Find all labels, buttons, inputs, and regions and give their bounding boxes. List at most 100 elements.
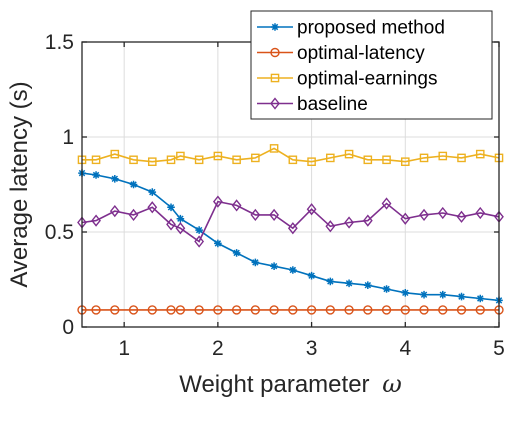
data-point-optimal-latency <box>194 305 204 315</box>
y-tick-label: 0 <box>62 316 74 339</box>
data-point-optimal-latency <box>475 305 485 315</box>
data-point-optimal-earnings <box>110 149 120 159</box>
x-axis-label-text: Weight parameter <box>179 371 369 398</box>
data-point-proposed-method <box>129 180 138 189</box>
x-tick-label: 4 <box>399 337 411 360</box>
legend-marker-optimal-earnings <box>270 73 280 83</box>
data-point-optimal-latency <box>381 305 392 315</box>
data-point-proposed-method <box>270 262 278 270</box>
data-point-proposed-method <box>326 277 335 286</box>
data-point-baseline <box>381 197 392 210</box>
data-point-proposed-method <box>420 290 428 299</box>
data-point-optimal-earnings <box>307 157 316 167</box>
data-point-baseline <box>287 222 298 235</box>
data-point-baseline <box>109 204 120 218</box>
data-point-optimal-earnings <box>213 151 223 161</box>
legend-marker-optimal-latency <box>270 47 280 58</box>
data-point-optimal-earnings <box>129 155 138 165</box>
data-point-optimal-latency <box>325 305 336 315</box>
data-point-optimal-latency <box>166 305 176 315</box>
data-point-baseline <box>166 218 176 231</box>
ticks: 1 2 3 4 5 0 0.5 1 1.5 <box>45 31 505 360</box>
data-point-proposed-method <box>148 188 157 196</box>
data-point-baseline <box>269 208 279 222</box>
data-point-baseline <box>400 212 411 225</box>
data-point-proposed-method <box>110 175 119 183</box>
data-point-optimal-latency <box>110 305 120 315</box>
data-point-baseline <box>475 206 486 220</box>
data-point-proposed-method <box>232 249 241 257</box>
data-point-optimal-latency <box>400 305 410 315</box>
x-tick-label: 3 <box>306 337 318 360</box>
data-point-baseline <box>91 214 101 227</box>
data-point-proposed-method <box>195 226 203 234</box>
data-point-optimal-latency <box>456 305 467 315</box>
legend-box <box>250 10 493 120</box>
data-point-proposed-method <box>289 266 297 274</box>
data-point-baseline <box>250 208 261 222</box>
data-point-baseline <box>194 235 205 248</box>
data-point-optimal-earnings <box>400 157 410 167</box>
data-point-proposed-method <box>345 279 353 288</box>
legend: proposed method optimal-latency optimal-ea… <box>250 10 493 120</box>
data-point-optimal-earnings <box>269 144 279 153</box>
data-point-baseline <box>306 203 317 216</box>
data-point-optimal-earnings <box>194 155 204 165</box>
series-proposed-method <box>78 169 503 305</box>
series-line-baseline <box>81 200 500 243</box>
data-point-proposed-method <box>438 290 447 299</box>
legend-item-optimal-latency: optimal-latency <box>257 43 425 64</box>
data-point-optimal-earnings <box>344 149 354 159</box>
data-point-optimal-earnings <box>326 153 335 163</box>
legend-label-optimal-earnings: optimal-earnings <box>297 69 437 90</box>
series-optimal-earnings <box>77 144 504 167</box>
data-point-baseline <box>212 195 223 208</box>
data-point-optimal-earnings <box>232 155 241 165</box>
data-point-proposed-method <box>457 292 466 301</box>
series-baseline <box>77 195 504 248</box>
data-point-optimal-latency <box>344 305 354 315</box>
data-point-optimal-latency <box>128 305 139 315</box>
series-layer <box>77 144 504 315</box>
legend-item-proposed-method: proposed method <box>257 18 445 39</box>
data-point-optimal-earnings <box>382 155 391 165</box>
series-line-proposed-method <box>81 172 500 302</box>
x-tick-label: 5 <box>493 337 505 360</box>
data-point-optimal-latency <box>231 305 242 315</box>
data-point-optimal-latency <box>175 305 186 315</box>
data-point-baseline <box>362 214 373 227</box>
data-point-baseline <box>437 206 448 220</box>
y-tick-label: 1 <box>62 126 74 149</box>
data-point-baseline <box>456 210 467 223</box>
data-point-optimal-earnings <box>419 153 429 163</box>
series-line-optimal-earnings <box>82 147 500 163</box>
data-point-optimal-earnings <box>457 153 466 163</box>
legend-item-optimal-earnings: optimal-earnings <box>257 69 437 90</box>
data-point-optimal-latency <box>147 305 157 315</box>
data-point-optimal-earnings <box>288 155 298 165</box>
y-tick-label: 1.5 <box>45 31 74 54</box>
data-point-proposed-method <box>307 271 316 280</box>
data-point-baseline <box>175 222 186 235</box>
y-axis-label: Average latency (s) <box>6 81 33 287</box>
data-point-baseline <box>128 208 139 222</box>
data-point-optimal-earnings <box>438 151 448 161</box>
y-tick-label: 0.5 <box>45 221 74 244</box>
data-point-baseline <box>419 208 429 222</box>
legend-marker-proposed-method <box>271 23 279 31</box>
data-point-proposed-method <box>364 281 372 289</box>
data-point-optimal-latency <box>438 305 448 315</box>
series-optimal-latency <box>77 305 504 315</box>
data-point-proposed-method <box>251 258 260 267</box>
data-point-optimal-latency <box>213 305 223 315</box>
legend-item-baseline: baseline <box>257 94 368 115</box>
data-point-proposed-method <box>167 203 175 212</box>
data-point-optimal-latency <box>306 305 317 315</box>
legend-label-proposed-method: proposed method <box>297 18 445 39</box>
data-point-optimal-latency <box>288 305 298 315</box>
data-point-optimal-latency <box>419 305 429 315</box>
data-point-optimal-earnings <box>166 155 176 165</box>
data-point-proposed-method <box>401 289 410 297</box>
data-point-baseline <box>147 201 158 214</box>
data-point-baseline <box>344 216 354 229</box>
